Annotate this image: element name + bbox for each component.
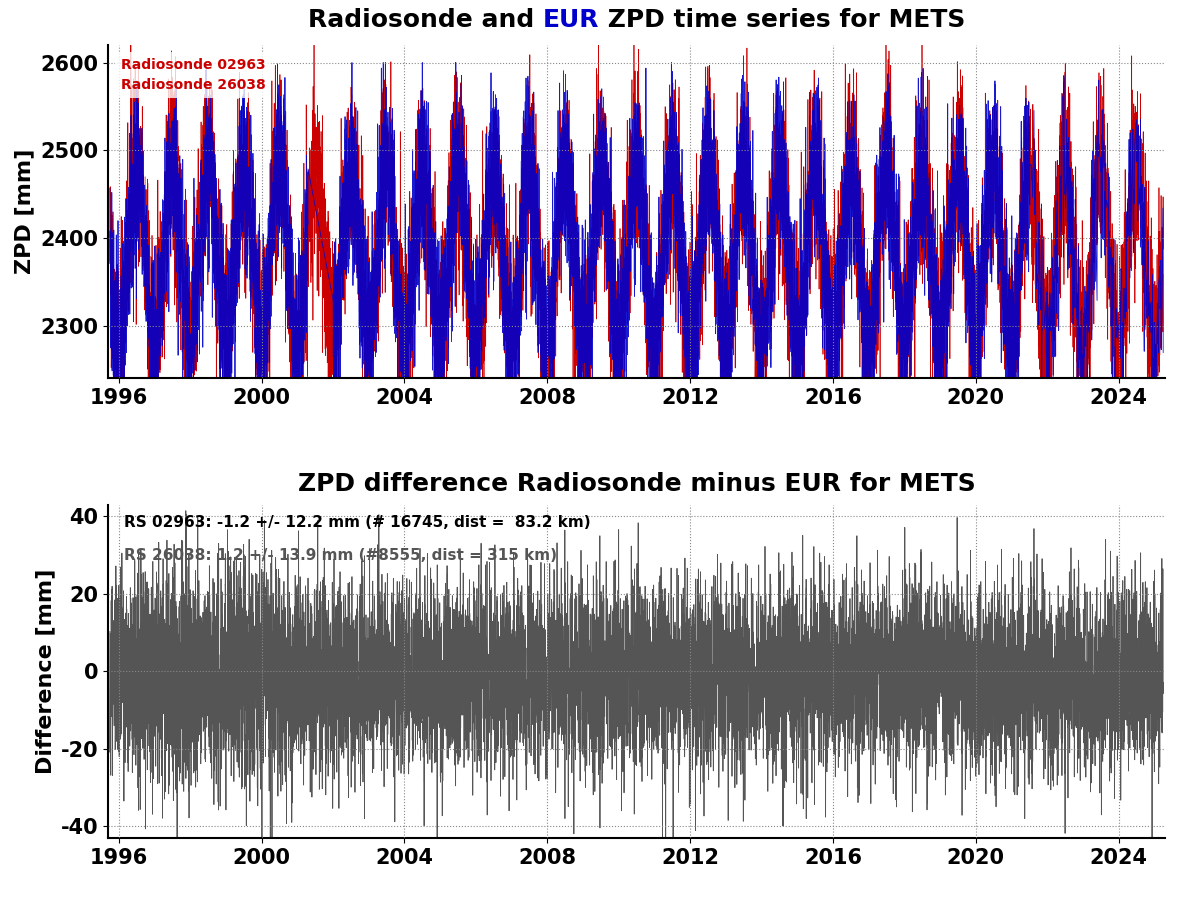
Text: RS 02963: -1.2 +/- 12.2 mm (# 16745, dist =  83.2 km): RS 02963: -1.2 +/- 12.2 mm (# 16745, dis…: [124, 514, 591, 530]
Text: Radiosonde and: Radiosonde and: [307, 8, 543, 32]
Title: ZPD difference Radiosonde minus EUR for METS: ZPD difference Radiosonde minus EUR for …: [298, 472, 975, 496]
Text: EUR: EUR: [543, 8, 599, 32]
Legend: Radiosonde 02963, Radiosonde 26038: Radiosonde 02963, Radiosonde 26038: [115, 52, 271, 98]
Text: ZPD time series for METS: ZPD time series for METS: [599, 8, 966, 32]
Y-axis label: Difference [mm]: Difference [mm]: [35, 569, 55, 774]
Y-axis label: ZPD [mm]: ZPD [mm]: [14, 149, 35, 274]
Text: RS 26038: 1.2 +/- 13.9 mm (#8555, dist = 315 km): RS 26038: 1.2 +/- 13.9 mm (#8555, dist =…: [124, 548, 557, 563]
